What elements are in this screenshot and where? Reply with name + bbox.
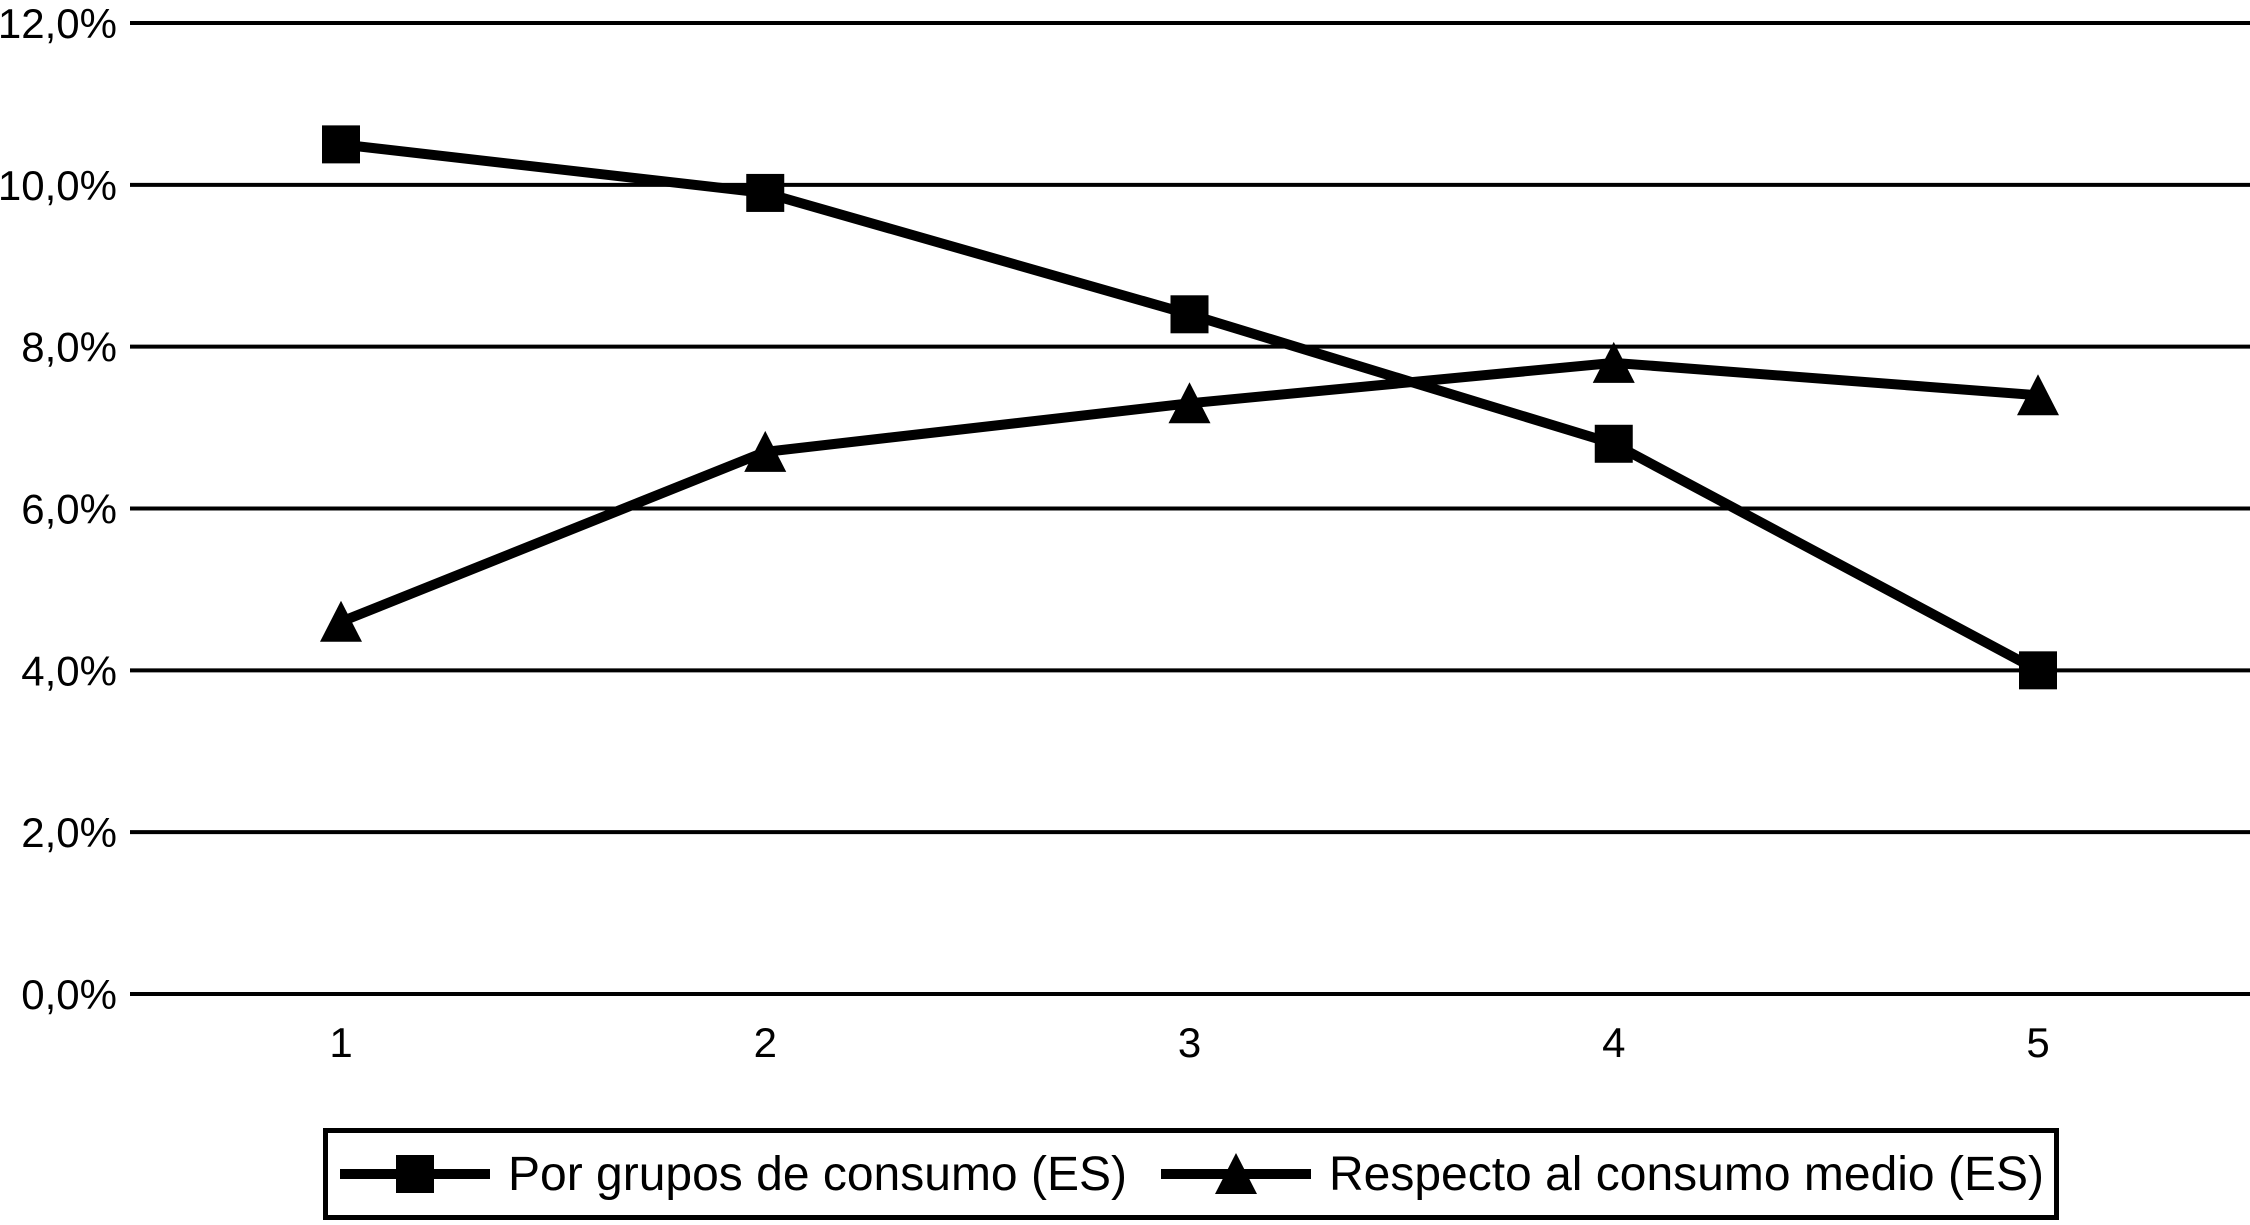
y-tick-label: 6,0% (21, 486, 117, 533)
chart-legend: Por grupos de consumo (ES) Respecto al c… (323, 1128, 2059, 1220)
legend-label: Respecto al consumo medio (ES) (1328, 1147, 2044, 1201)
x-tick-label: 5 (2026, 1019, 2049, 1066)
square-marker-icon (1594, 424, 1633, 463)
legend-item-por-grupos: Por grupos de consumo (ES) (340, 1147, 1127, 1202)
square-marker-icon (746, 173, 785, 212)
x-tick-label: 3 (1178, 1019, 1201, 1066)
square-marker-icon (1170, 295, 1209, 334)
y-tick-label: 4,0% (21, 647, 117, 694)
triangle-marker-icon (1214, 1153, 1257, 1194)
triangle-marker-icon (320, 600, 362, 642)
legend-item-respecto-consumo: Respecto al consumo medio (ES) (1160, 1147, 2044, 1202)
x-tick-label: 1 (329, 1019, 352, 1066)
triangle-marker-icon (1168, 382, 1211, 424)
triangle-marker-icon (744, 430, 787, 472)
y-tick-label: 2,0% (21, 809, 117, 856)
legend-sample-triangle (1160, 1153, 1311, 1194)
triangle-marker-icon (1592, 341, 1635, 383)
y-tick-label: 0,0% (21, 971, 117, 1018)
legend-sample-square (340, 1155, 490, 1193)
y-tick-label: 12,0% (0, 0, 117, 47)
y-tick-label: 10,0% (0, 162, 117, 209)
legend-label: Por grupos de consumo (ES) (508, 1147, 1127, 1201)
square-marker-icon (396, 1155, 434, 1193)
square-marker-icon (2019, 651, 2057, 690)
x-tick-label: 2 (754, 1019, 777, 1066)
x-tick-label: 4 (1602, 1019, 1625, 1066)
y-tick-label: 8,0% (21, 324, 117, 371)
triangle-marker-icon (2017, 374, 2059, 416)
square-marker-icon (322, 125, 360, 164)
